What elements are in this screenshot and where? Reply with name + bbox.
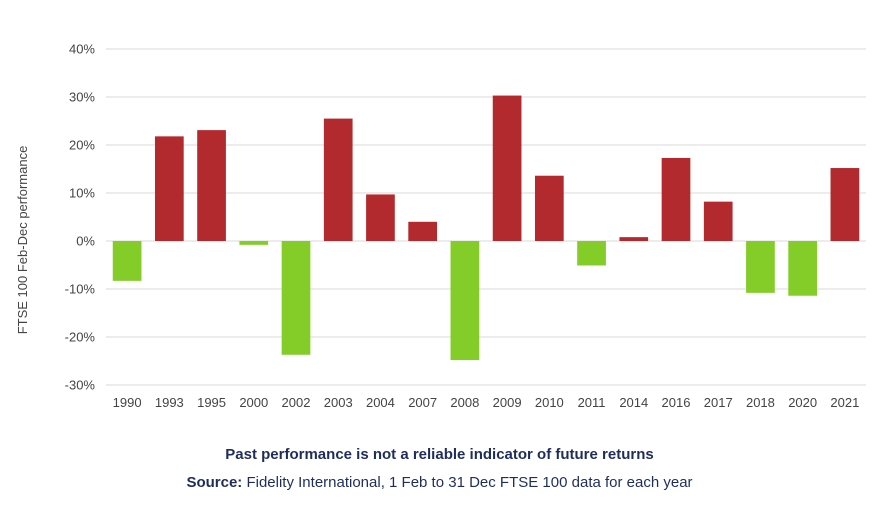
bar-2003 [323,118,353,241]
y-tick-label: 20% [69,138,95,153]
bars [112,95,860,361]
bar-2011 [577,241,606,266]
y-tick-label: 10% [69,186,95,201]
source-text: Fidelity International, 1 Feb to 31 Dec … [242,474,693,491]
x-tick-label: 2017 [704,395,733,410]
bar-2020 [788,241,818,296]
x-tick-label: 2016 [662,395,691,410]
y-tick-label: -10% [65,282,96,297]
bar-2002 [281,241,311,355]
bar-2017 [703,201,733,241]
bar-2004 [366,194,395,241]
bar-2000 [239,241,269,245]
y-tick-label: -20% [65,330,96,345]
x-tick-label: 1995 [197,395,226,410]
x-axis-ticks: 1990 1993 1995 2000 2002 2003 2004 2007 2008 2009… [113,395,860,410]
bar-2007 [408,221,438,241]
gridlines [106,48,866,386]
y-tick-label: 30% [69,90,95,105]
bar-2016 [661,157,691,241]
bar-1993 [154,136,184,241]
y-tick-label: 0% [76,234,95,249]
x-tick-label: 2010 [535,395,564,410]
x-tick-label: 2003 [324,395,353,410]
y-axis-ticks: 40% 30% 20% 10% 0% -10% -20% -30% [65,42,96,393]
y-tick-label: -30% [65,378,96,393]
x-tick-label: 2018 [746,395,775,410]
bar-2014 [619,237,649,241]
bar-chart: 40% 30% 20% 10% 0% -10% -20% -30% 1990 1993 1995 2… [15,42,866,410]
y-tick-label: 40% [69,42,95,57]
x-tick-label: 2021 [830,395,859,410]
x-tick-label: 2004 [366,395,395,410]
x-tick-label: 2002 [282,395,311,410]
y-axis-label: FTSE 100 Feb-Dec performance [15,146,30,335]
x-tick-label: 1990 [113,395,142,410]
x-tick-label: 2011 [578,395,606,410]
bar-1995 [197,130,226,241]
source-label: Source: [186,474,243,491]
bar-1990 [112,241,142,281]
x-tick-label: 2008 [450,395,479,410]
x-tick-label: 2014 [619,395,648,410]
bar-2008 [450,241,480,361]
source-note: Source: Fidelity International, 1 Feb to… [0,474,879,491]
bar-2009 [492,95,522,241]
x-tick-label: 2009 [493,395,522,410]
bar-2018 [746,241,775,293]
bar-2021 [830,168,860,241]
bar-2010 [534,175,564,241]
x-tick-label: 2020 [788,395,817,410]
x-tick-label: 2000 [239,395,268,410]
x-tick-label: 2007 [408,395,437,410]
x-tick-label: 1993 [155,395,184,410]
disclaimer-text: Past performance is not a reliable indic… [225,446,654,463]
